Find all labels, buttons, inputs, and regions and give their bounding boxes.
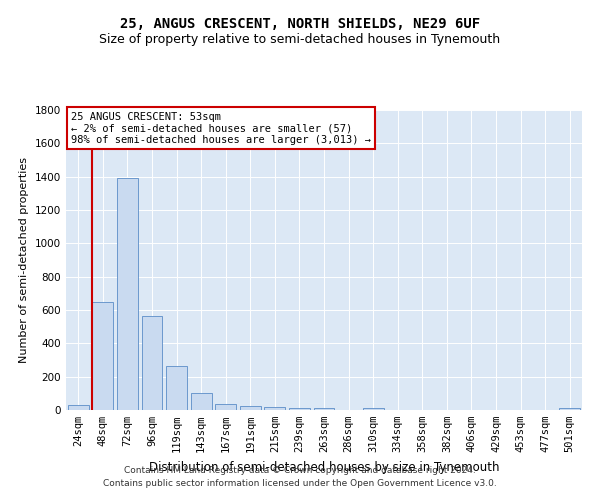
Bar <box>289 408 310 410</box>
Bar <box>117 178 138 410</box>
Bar <box>166 366 187 410</box>
Bar <box>314 408 334 410</box>
Bar <box>265 407 286 410</box>
Bar <box>191 392 212 410</box>
Bar <box>68 405 89 410</box>
Bar <box>142 316 163 410</box>
Text: Contains HM Land Registry data © Crown copyright and database right 2024.
Contai: Contains HM Land Registry data © Crown c… <box>103 466 497 487</box>
Bar <box>362 408 383 410</box>
Y-axis label: Number of semi-detached properties: Number of semi-detached properties <box>19 157 29 363</box>
Text: 25, ANGUS CRESCENT, NORTH SHIELDS, NE29 6UF: 25, ANGUS CRESCENT, NORTH SHIELDS, NE29 … <box>120 18 480 32</box>
Bar <box>240 406 261 410</box>
Text: 25 ANGUS CRESCENT: 53sqm
← 2% of semi-detached houses are smaller (57)
98% of se: 25 ANGUS CRESCENT: 53sqm ← 2% of semi-de… <box>71 112 371 144</box>
X-axis label: Distribution of semi-detached houses by size in Tynemouth: Distribution of semi-detached houses by … <box>149 460 499 473</box>
Bar <box>559 408 580 410</box>
Text: Size of property relative to semi-detached houses in Tynemouth: Size of property relative to semi-detach… <box>100 32 500 46</box>
Bar <box>215 404 236 410</box>
Bar <box>92 302 113 410</box>
